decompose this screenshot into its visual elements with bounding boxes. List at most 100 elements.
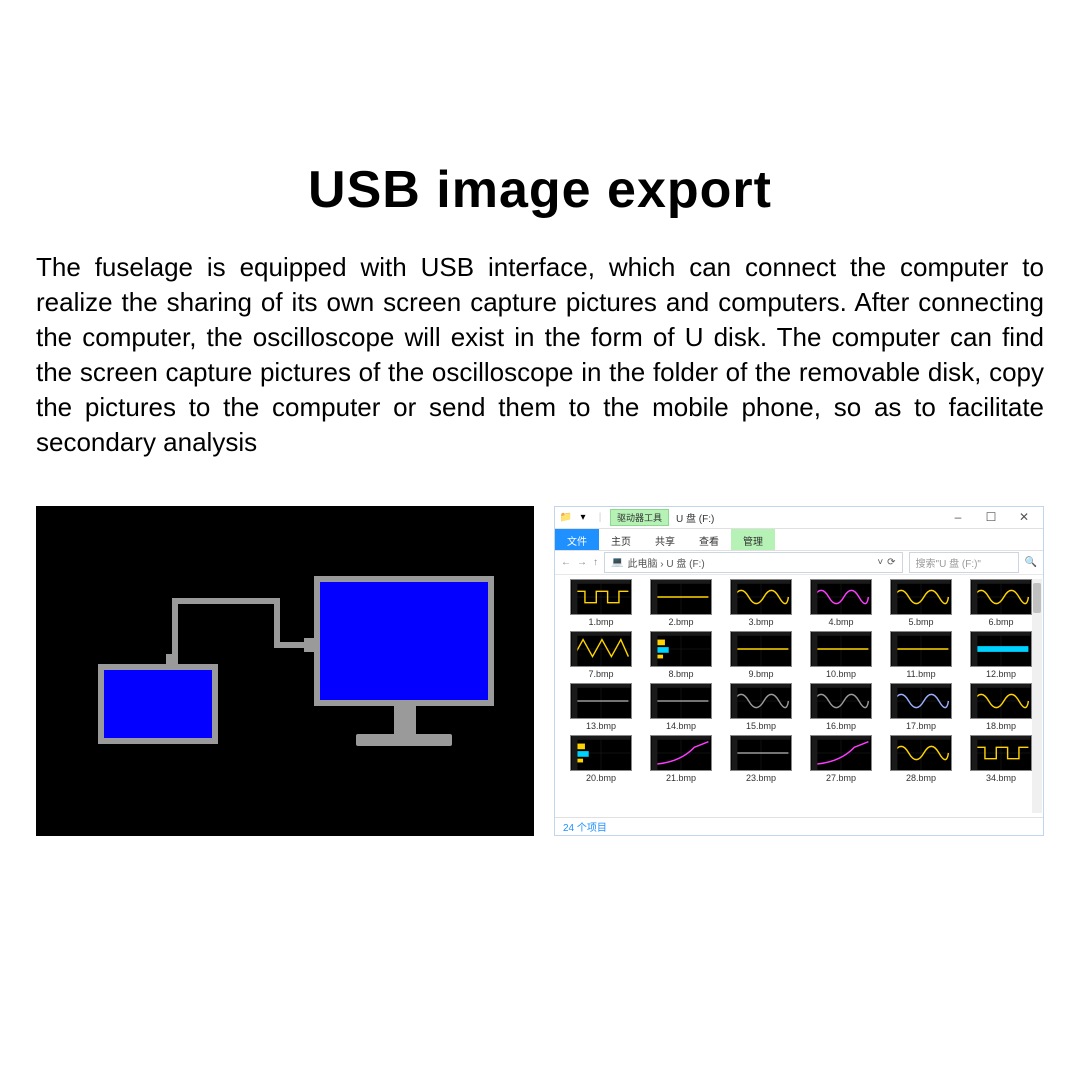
file-thumbnail xyxy=(810,631,872,667)
refresh-icon[interactable]: ⟳ xyxy=(887,557,895,568)
close-button[interactable]: ✕ xyxy=(1009,510,1039,524)
file-list-area: 1.bmp 2.bmp 3.bmp 4.bmp 5.bmp 6.bmp 7.bmp 8.bmp… xyxy=(555,575,1043,817)
file-thumbnail xyxy=(730,735,792,771)
file-name: 3.bmp xyxy=(748,617,773,627)
pc-icon: 💻 xyxy=(611,557,623,568)
folder-icon: 📁 xyxy=(559,510,573,524)
scrollbar-handle[interactable] xyxy=(1033,583,1041,613)
file-item[interactable]: 16.bmp xyxy=(803,683,879,731)
oscilloscope-device xyxy=(98,664,218,744)
file-item[interactable]: 28.bmp xyxy=(883,735,959,783)
file-name: 28.bmp xyxy=(906,773,936,783)
file-thumbnail xyxy=(970,579,1032,615)
file-item[interactable]: 3.bmp xyxy=(723,579,799,627)
file-name: 11.bmp xyxy=(906,669,935,679)
dropdown-icon[interactable]: ˅ xyxy=(877,557,883,568)
breadcrumb[interactable]: 💻 此电脑 › U 盘 (F:) ˅ ⟳ xyxy=(604,552,903,573)
file-thumbnail xyxy=(730,579,792,615)
usb-plug xyxy=(304,638,314,652)
file-item[interactable]: 10.bmp xyxy=(803,631,879,679)
breadcrumb-text: 此电脑 › U 盘 (F:) xyxy=(627,555,704,570)
file-thumbnail xyxy=(810,579,872,615)
file-name: 4.bmp xyxy=(828,617,853,627)
file-item[interactable]: 14.bmp xyxy=(643,683,719,731)
file-thumbnail xyxy=(810,683,872,719)
file-item[interactable]: 34.bmp xyxy=(963,735,1039,783)
file-name: 10.bmp xyxy=(826,669,856,679)
file-thumbnail xyxy=(570,579,632,615)
search-input[interactable]: 搜索"U 盘 (F:)" xyxy=(909,552,1019,573)
nav-forward[interactable]: → xyxy=(577,557,587,568)
file-item[interactable]: 4.bmp xyxy=(803,579,879,627)
file-item[interactable]: 1.bmp xyxy=(563,579,639,627)
divider-icon: | xyxy=(593,510,607,524)
file-thumbnail xyxy=(810,735,872,771)
file-name: 2.bmp xyxy=(668,617,693,627)
monitor-stand xyxy=(356,734,452,746)
file-name: 7.bmp xyxy=(588,669,613,679)
tab-manage[interactable]: 管理 xyxy=(731,529,775,550)
down-icon[interactable]: ▾ xyxy=(576,510,590,524)
file-thumbnail xyxy=(570,735,632,771)
file-item[interactable]: 23.bmp xyxy=(723,735,799,783)
file-name: 15.bmp xyxy=(746,721,776,731)
file-name: 6.bmp xyxy=(988,617,1013,627)
file-item[interactable]: 20.bmp xyxy=(563,735,639,783)
file-item[interactable]: 18.bmp xyxy=(963,683,1039,731)
status-text: 24 个项目 xyxy=(563,819,607,834)
file-thumbnail xyxy=(570,631,632,667)
window-title: U 盘 (F:) xyxy=(676,510,714,525)
file-item[interactable]: 2.bmp xyxy=(643,579,719,627)
address-bar: ← → ↑ 💻 此电脑 › U 盘 (F:) ˅ ⟳ 搜索"U 盘 (F:)" … xyxy=(555,551,1043,575)
file-explorer-window: 📁 ▾ | 驱动器工具 U 盘 (F:) – ☐ ✕ 文件 主页 共享 查看 管… xyxy=(554,506,1044,836)
file-name: 17.bmp xyxy=(906,721,936,731)
drive-tools-tab[interactable]: 驱动器工具 xyxy=(610,509,669,526)
nav-back[interactable]: ← xyxy=(561,557,571,568)
tab-view[interactable]: 查看 xyxy=(687,529,731,550)
file-name: 27.bmp xyxy=(826,773,856,783)
computer-monitor xyxy=(314,576,494,706)
file-thumbnail xyxy=(890,579,952,615)
page-title: USB image export xyxy=(30,160,1050,220)
file-thumbnail xyxy=(730,631,792,667)
file-name: 21.bmp xyxy=(666,773,696,783)
file-item[interactable]: 7.bmp xyxy=(563,631,639,679)
description-text: The fuselage is equipped with USB interf… xyxy=(30,250,1050,461)
file-item[interactable]: 9.bmp xyxy=(723,631,799,679)
search-icon[interactable]: 🔍 xyxy=(1025,557,1037,568)
file-thumbnail xyxy=(650,735,712,771)
tab-home[interactable]: 主页 xyxy=(599,529,643,550)
file-name: 14.bmp xyxy=(666,721,696,731)
file-thumbnail xyxy=(970,683,1032,719)
file-thumbnail xyxy=(570,683,632,719)
file-name: 18.bmp xyxy=(986,721,1016,731)
tab-file[interactable]: 文件 xyxy=(555,529,599,550)
file-name: 16.bmp xyxy=(826,721,856,731)
window-titlebar: 📁 ▾ | 驱动器工具 U 盘 (F:) – ☐ ✕ xyxy=(555,507,1043,529)
file-item[interactable]: 27.bmp xyxy=(803,735,879,783)
file-thumbnail xyxy=(890,735,952,771)
file-item[interactable]: 13.bmp xyxy=(563,683,639,731)
file-item[interactable]: 21.bmp xyxy=(643,735,719,783)
file-thumbnail xyxy=(890,683,952,719)
maximize-button[interactable]: ☐ xyxy=(976,510,1006,524)
status-bar: 24 个项目 xyxy=(555,817,1043,835)
file-thumbnail xyxy=(890,631,952,667)
nav-up[interactable]: ↑ xyxy=(593,557,598,568)
vertical-scrollbar[interactable] xyxy=(1032,579,1042,813)
usb-cable xyxy=(172,598,280,604)
file-item[interactable]: 8.bmp xyxy=(643,631,719,679)
file-thumbnail xyxy=(650,579,712,615)
file-item[interactable]: 6.bmp xyxy=(963,579,1039,627)
file-item[interactable]: 15.bmp xyxy=(723,683,799,731)
file-item[interactable]: 17.bmp xyxy=(883,683,959,731)
file-item[interactable]: 12.bmp xyxy=(963,631,1039,679)
file-item[interactable]: 5.bmp xyxy=(883,579,959,627)
file-name: 8.bmp xyxy=(668,669,693,679)
tab-share[interactable]: 共享 xyxy=(643,529,687,550)
file-thumbnail xyxy=(730,683,792,719)
file-item[interactable]: 11.bmp xyxy=(883,631,959,679)
file-name: 1.bmp xyxy=(588,617,613,627)
minimize-button[interactable]: – xyxy=(943,510,973,524)
file-name: 5.bmp xyxy=(908,617,933,627)
